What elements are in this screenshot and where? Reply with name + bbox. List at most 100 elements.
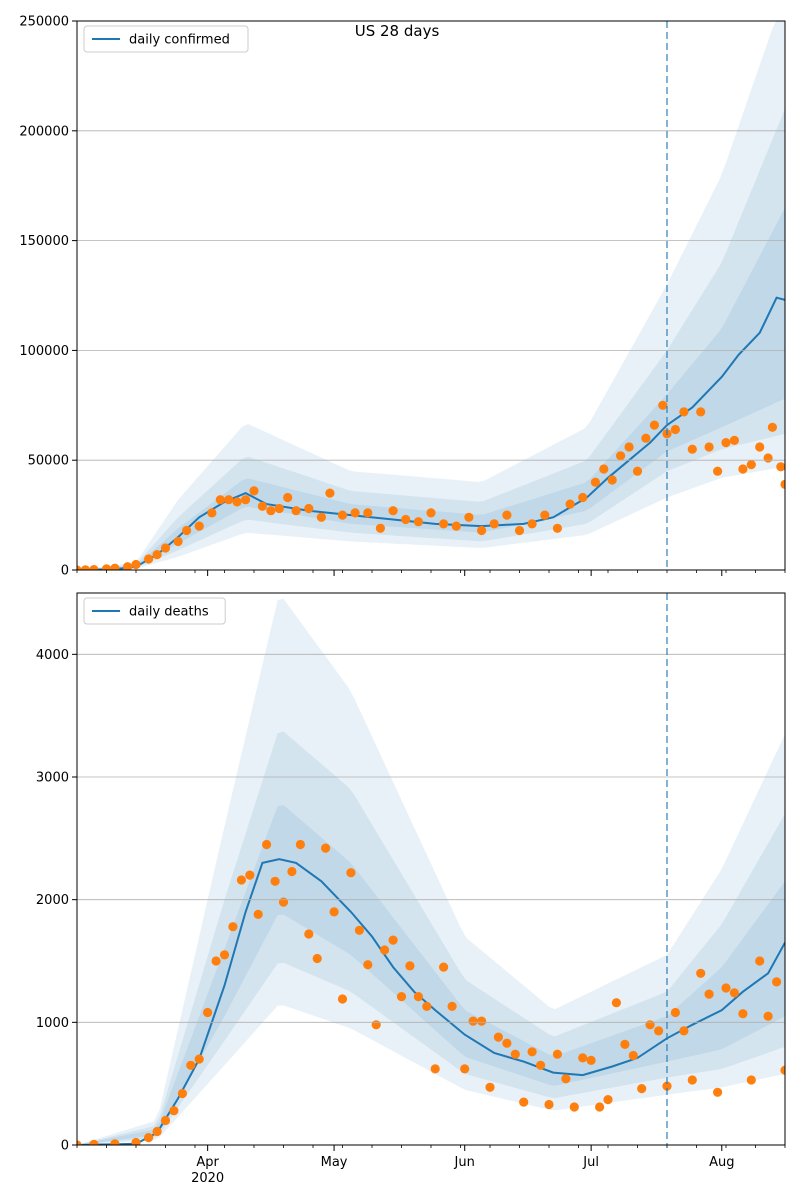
- observed-point: [464, 512, 474, 522]
- observed-point: [89, 565, 99, 570]
- observed-point: [375, 523, 385, 533]
- observed-point: [388, 506, 398, 516]
- observed-point: [603, 1095, 613, 1105]
- observed-point: [767, 422, 778, 432]
- observed-point: [257, 501, 267, 511]
- observed-point: [77, 1140, 82, 1145]
- observed-point: [670, 1007, 681, 1018]
- observed-point: [578, 1053, 588, 1063]
- observed-point: [510, 1049, 520, 1059]
- observed-point: [738, 1009, 748, 1019]
- y-tick-label: 1000: [36, 1016, 69, 1031]
- observed-point: [713, 1087, 723, 1097]
- observed-point: [219, 950, 230, 960]
- x-tick-label: Jul: [582, 1155, 599, 1170]
- uncertainty-band-outer: [77, 598, 785, 1145]
- observed-point: [110, 563, 120, 570]
- observed-point: [401, 514, 411, 525]
- observed-point: [632, 466, 643, 476]
- observed-point: [590, 477, 601, 487]
- observed-point: [696, 407, 706, 417]
- observed-point: [182, 525, 192, 536]
- observed-point: [207, 508, 217, 518]
- observed-point: [413, 992, 423, 1002]
- observed-point: [451, 521, 461, 531]
- observed-point: [755, 956, 765, 966]
- observed-point: [249, 486, 259, 496]
- legend-label: daily deaths: [129, 605, 209, 620]
- observed-point: [228, 922, 238, 932]
- observed-point: [704, 989, 714, 999]
- observed-point: [152, 550, 162, 560]
- plot-area: [77, 21, 785, 570]
- observed-point: [624, 442, 634, 452]
- observed-point: [746, 460, 756, 470]
- observed-point: [460, 1064, 470, 1074]
- observed-point: [101, 564, 112, 570]
- observed-point: [169, 1106, 179, 1116]
- observed-point: [662, 1081, 672, 1091]
- observed-point: [325, 488, 335, 498]
- observed-point: [160, 1115, 171, 1126]
- uncertainty-band-outer: [77, 21, 785, 570]
- observed-point: [502, 510, 512, 520]
- observed-point: [586, 1055, 596, 1065]
- observed-point: [270, 876, 280, 886]
- observed-point: [295, 839, 305, 850]
- observed-point: [232, 497, 242, 507]
- observed-point: [177, 1088, 187, 1099]
- observed-point: [540, 510, 550, 520]
- y-tick-label: 4000: [36, 648, 69, 663]
- observed-point: [763, 453, 773, 463]
- observed-point: [123, 562, 133, 570]
- observed-point: [679, 407, 689, 417]
- y-tick-label: 250000: [19, 15, 69, 30]
- observed-point: [160, 543, 171, 553]
- x-tick-label: Jun: [454, 1155, 475, 1170]
- observed-point: [439, 519, 449, 529]
- observed-point: [519, 1097, 529, 1107]
- observed-point: [658, 400, 668, 410]
- observed-point: [287, 866, 297, 877]
- observed-point: [236, 875, 246, 885]
- observed-point: [776, 462, 785, 472]
- observed-point: [371, 1020, 381, 1030]
- y-tick-label: 0: [61, 1139, 69, 1154]
- observed-point: [721, 983, 731, 993]
- observed-point: [485, 1082, 495, 1092]
- observed-point: [405, 961, 415, 971]
- observed-point: [245, 870, 255, 880]
- x-tick-label: May: [321, 1155, 348, 1170]
- observed-point: [89, 1139, 99, 1145]
- observed-point: [696, 968, 706, 978]
- observed-point: [641, 433, 651, 443]
- observed-point: [772, 977, 782, 987]
- observed-point: [738, 464, 748, 474]
- observed-point: [527, 519, 537, 529]
- observed-point: [253, 909, 263, 920]
- observed-point: [224, 495, 234, 505]
- legend-box: [83, 25, 249, 53]
- observed-point: [477, 1016, 487, 1026]
- observed-point: [439, 962, 449, 972]
- median-line: [77, 858, 785, 1145]
- observed-point: [316, 512, 326, 522]
- observed-point: [721, 438, 731, 448]
- observed-point: [346, 868, 356, 878]
- observed-point: [131, 1137, 141, 1145]
- observed-point: [649, 420, 660, 430]
- y-tick-label: 150000: [19, 234, 69, 249]
- observed-point: [144, 1133, 154, 1143]
- observed-point: [670, 424, 681, 435]
- observed-point: [645, 1020, 655, 1030]
- observed-point: [447, 1001, 457, 1012]
- y-tick-label: 50000: [28, 454, 69, 469]
- observed-point: [80, 565, 90, 570]
- observed-point: [637, 1084, 647, 1094]
- observed-point: [363, 960, 373, 970]
- observed-point: [211, 956, 221, 966]
- observed-point: [329, 907, 339, 917]
- observed-point: [611, 998, 622, 1008]
